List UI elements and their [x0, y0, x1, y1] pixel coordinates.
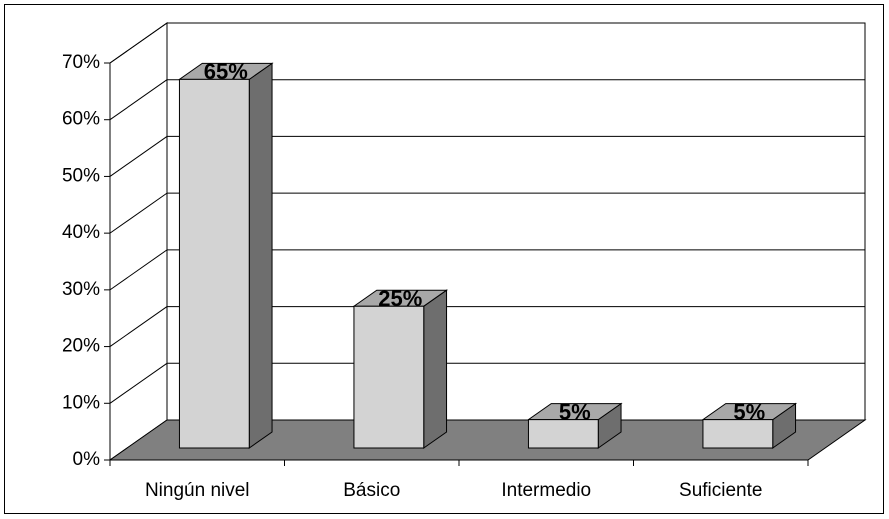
grid-line [109, 192, 168, 234]
bar [178, 78, 250, 449]
y-tick-label: 10% [62, 392, 100, 413]
data-label: 25% [378, 286, 422, 311]
grid-line [109, 22, 168, 64]
y-tick-label: 70% [62, 52, 100, 73]
bar-side [423, 289, 448, 449]
y-tick-label: 20% [62, 336, 100, 357]
x-tick-label: Básico [343, 480, 400, 501]
bar [527, 419, 599, 449]
y-tick-label: 0% [73, 449, 101, 470]
x-tick-label: Intermedio [501, 480, 591, 501]
y-tick-label: 60% [62, 109, 100, 130]
bar [353, 305, 425, 449]
y-tick-label: 30% [62, 279, 100, 300]
data-label: 5% [559, 399, 591, 424]
data-label: 65% [204, 59, 248, 84]
y-tick-label: 40% [62, 222, 100, 243]
left-wall [109, 22, 168, 461]
x-tick-label: Suficiente [679, 480, 762, 501]
y-tick-label: 50% [62, 165, 100, 186]
x-tick-label: Ningún nivel [145, 480, 250, 501]
bar-side [248, 62, 273, 449]
grid-line [109, 249, 168, 291]
grid-line [109, 136, 168, 177]
grid-line [109, 362, 168, 404]
bar [702, 419, 774, 449]
grid-line [109, 79, 168, 121]
grid-line [109, 306, 168, 347]
data-label: 5% [733, 399, 765, 424]
